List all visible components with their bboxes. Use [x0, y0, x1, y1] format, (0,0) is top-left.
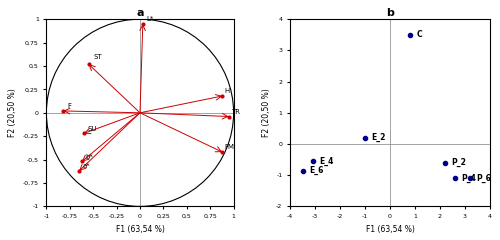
- Text: SU: SU: [88, 126, 97, 132]
- Text: E_4: E_4: [319, 156, 333, 166]
- Y-axis label: F2 (20,50 %): F2 (20,50 %): [8, 88, 17, 137]
- Text: ST: ST: [93, 54, 102, 60]
- Title: b: b: [386, 8, 394, 18]
- Text: a*: a*: [83, 163, 90, 169]
- X-axis label: F1 (63,54 %): F1 (63,54 %): [116, 225, 164, 234]
- Text: E_2: E_2: [371, 133, 386, 142]
- Text: P_6: P_6: [476, 174, 491, 183]
- Text: P_4: P_4: [461, 174, 476, 183]
- Text: C: C: [416, 30, 422, 39]
- Text: TR: TR: [231, 109, 240, 115]
- Text: E_6: E_6: [309, 166, 323, 175]
- X-axis label: F1 (63,54 %): F1 (63,54 %): [366, 225, 414, 234]
- Text: F: F: [67, 103, 71, 109]
- Y-axis label: F2 (20,50 %): F2 (20,50 %): [262, 88, 270, 137]
- Text: P_2: P_2: [451, 158, 466, 167]
- Text: L*: L*: [146, 16, 154, 22]
- Text: FM: FM: [224, 144, 234, 150]
- Text: b*: b*: [86, 154, 94, 160]
- Title: a: a: [136, 8, 144, 18]
- Text: H: H: [224, 88, 230, 94]
